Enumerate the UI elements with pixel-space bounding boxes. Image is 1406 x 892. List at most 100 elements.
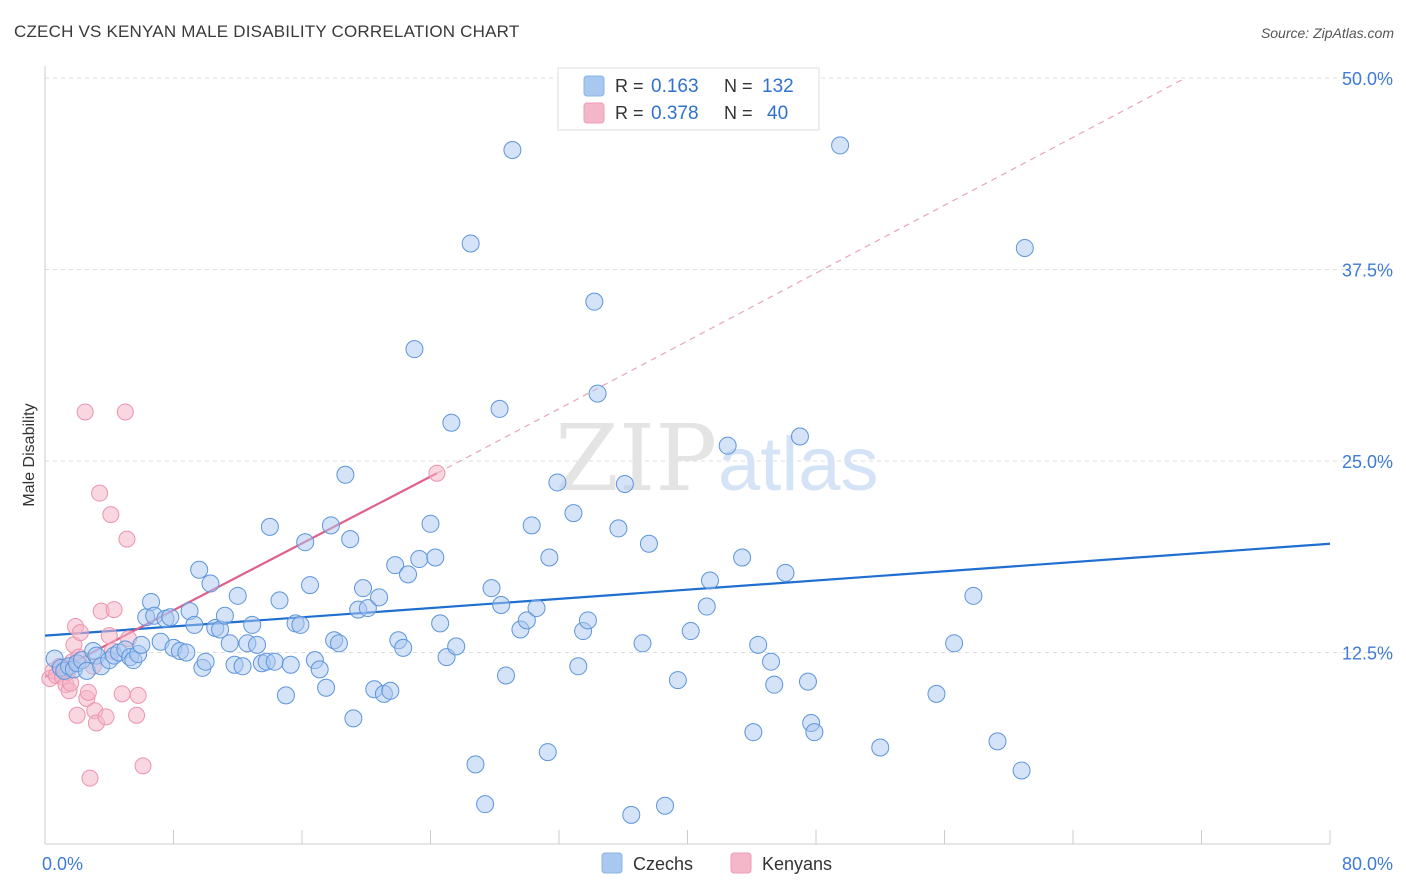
- y-tick-labels: 12.5% 25.0% 37.5% 50.0%: [1342, 69, 1393, 664]
- czechs-point: [522, 516, 541, 535]
- czechs-point: [344, 709, 363, 728]
- czechs-point: [700, 571, 719, 590]
- kenyans-point: [134, 757, 152, 775]
- legend-bottom: Czechs Kenyans: [601, 852, 832, 874]
- czechs-point: [744, 723, 763, 742]
- x-tick-label-min: 0.0%: [42, 854, 83, 874]
- czechs-point: [798, 672, 817, 691]
- czechs-point: [482, 579, 501, 598]
- czechs-points: [45, 136, 1034, 824]
- kenyans-point: [81, 769, 99, 787]
- czechs-point: [132, 635, 151, 654]
- czechs-point: [656, 796, 675, 815]
- czechs-point: [492, 596, 511, 615]
- czechs-point: [585, 292, 604, 311]
- czechs-point: [927, 684, 946, 703]
- czechs-point: [281, 655, 300, 674]
- legend-top: R = 0.163 N = 132 R = 0.378 N = 40: [557, 67, 820, 131]
- czechs-point: [490, 399, 509, 418]
- czechs-point: [681, 622, 700, 641]
- czechs-point: [749, 635, 768, 654]
- czechs-point: [639, 534, 658, 553]
- czechs-point: [615, 474, 634, 493]
- czechs-point: [776, 563, 795, 582]
- y-tick-label: 37.5%: [1342, 261, 1393, 281]
- czechs-point: [358, 599, 377, 618]
- legend-kenyans-r-value: 0.378: [651, 103, 699, 124]
- legend-czechs-n-value: 132: [762, 76, 794, 97]
- legend-bottom-czechs-swatch: [601, 852, 623, 874]
- kenyans-point: [91, 484, 109, 502]
- legend-bottom-kenyans-label: Kenyans: [762, 854, 832, 874]
- legend-czechs-r-label: R =: [615, 76, 644, 96]
- czechs-point: [609, 519, 628, 538]
- czechs-point: [527, 599, 546, 618]
- legend-bottom-kenyans-swatch: [730, 852, 752, 874]
- czechs-point: [461, 234, 480, 253]
- x-tick-label-max: 80.0%: [1342, 854, 1393, 874]
- czechs-point: [805, 723, 824, 742]
- legend-czechs-n-label: N =: [724, 76, 753, 96]
- czechs-point: [386, 556, 405, 575]
- czechs-point: [220, 634, 239, 653]
- legend-bottom-czechs-label: Czechs: [633, 854, 693, 874]
- kenyans-trend-extension: [436, 77, 1186, 474]
- czechs-point: [370, 588, 389, 607]
- czechs-point: [1015, 239, 1034, 258]
- czechs-point: [394, 638, 413, 657]
- czechs-point: [341, 530, 360, 549]
- chart-title: CZECH VS KENYAN MALE DISABILITY CORRELAT…: [14, 22, 520, 41]
- x-tick-labels: 0.0% 80.0%: [42, 854, 1393, 874]
- czechs-point: [354, 579, 373, 598]
- czechs-point: [310, 660, 329, 679]
- czechs-point: [243, 615, 262, 634]
- source-label: Source: ZipAtlas.com: [1260, 25, 1394, 41]
- kenyans-point: [105, 601, 123, 619]
- czechs-point: [718, 436, 737, 455]
- czechs-point: [945, 634, 964, 653]
- czechs-point: [765, 675, 784, 694]
- grid-lines: [45, 77, 1390, 653]
- kenyans-point: [68, 706, 86, 724]
- czechs-point: [196, 652, 215, 671]
- czechs-point: [215, 606, 234, 625]
- czechs-point: [301, 576, 320, 595]
- czechs-point: [177, 643, 196, 662]
- czechs-point: [185, 615, 204, 634]
- czechs-point: [431, 614, 450, 633]
- legend-kenyans-n-value: 40: [767, 103, 788, 124]
- y-axis-label: Male Disability: [21, 403, 38, 506]
- czechs-point: [762, 652, 781, 671]
- y-tick-label: 12.5%: [1342, 644, 1393, 664]
- czechs-point: [260, 517, 279, 536]
- czechs-point: [291, 615, 310, 634]
- czechs-point: [296, 533, 315, 552]
- czechs-point: [988, 732, 1007, 751]
- czechs-point: [161, 608, 180, 627]
- czechs-point: [569, 657, 588, 676]
- czechs-point: [317, 678, 336, 697]
- czechs-point: [381, 681, 400, 700]
- czechs-point: [190, 560, 209, 579]
- czechs-point: [276, 686, 295, 705]
- czechs-point: [588, 384, 607, 403]
- czechs-point: [578, 611, 597, 630]
- czechs-point: [442, 413, 461, 432]
- kenyans-point: [71, 624, 89, 642]
- czechs-point: [622, 805, 641, 824]
- czechs-point: [466, 755, 485, 774]
- czechs-point: [399, 565, 418, 584]
- czechs-point: [265, 652, 284, 671]
- czechs-point: [503, 141, 522, 160]
- czechs-point: [321, 516, 340, 535]
- kenyans-point: [102, 506, 120, 524]
- legend-kenyans-n-label: N =: [724, 103, 753, 123]
- czechs-point: [421, 514, 440, 533]
- kenyans-point: [116, 403, 134, 421]
- czechs-point: [790, 427, 809, 446]
- kenyans-point: [97, 708, 115, 726]
- watermark-zip: ZIP: [555, 405, 717, 512]
- czechs-point: [964, 586, 983, 605]
- czechs-point: [270, 591, 289, 610]
